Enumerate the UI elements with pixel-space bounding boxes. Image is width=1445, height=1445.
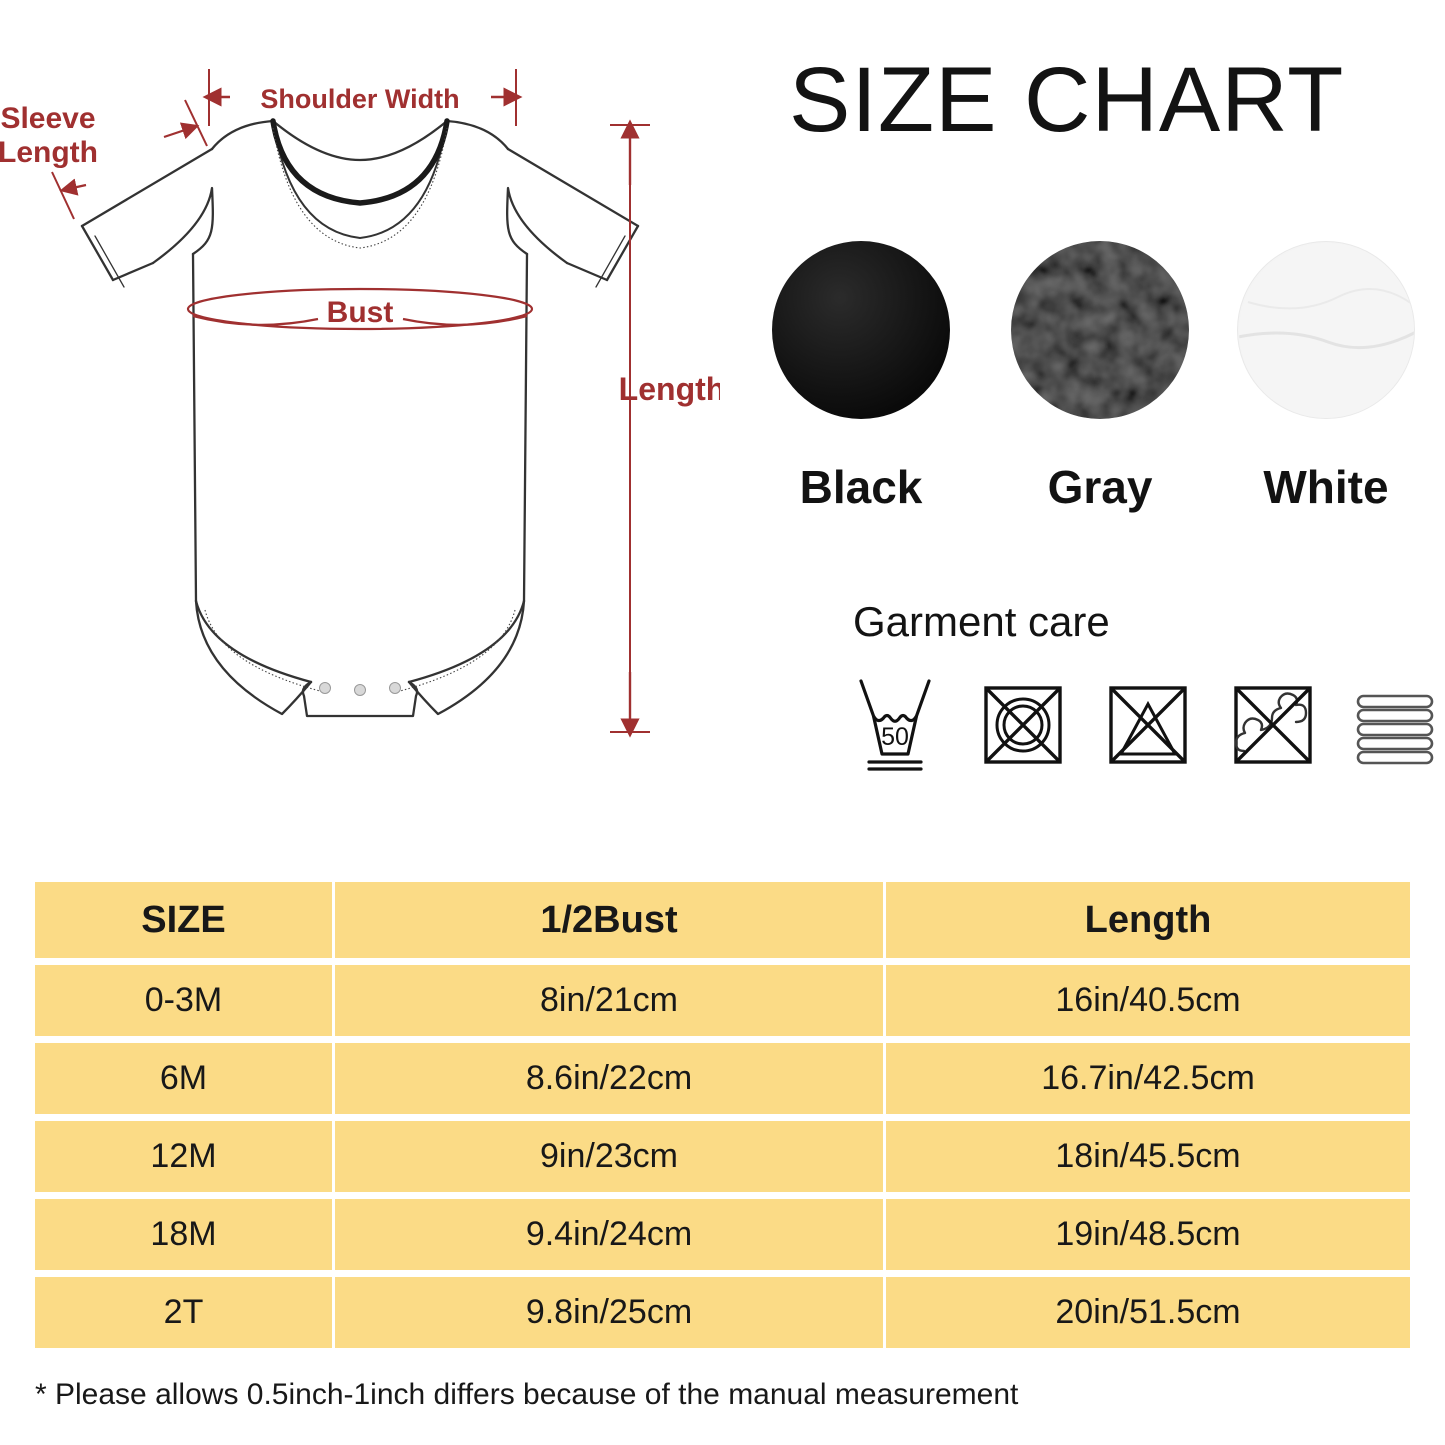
svg-text:Length: Length [619, 371, 720, 407]
svg-text:50: 50 [881, 723, 909, 751]
svg-text:Shoulder Width: Shoulder Width [260, 84, 459, 114]
svg-text:Sleeve: Sleeve [0, 102, 95, 135]
svg-text:Length: Length [0, 136, 98, 169]
svg-text:Bust: Bust [327, 296, 394, 329]
